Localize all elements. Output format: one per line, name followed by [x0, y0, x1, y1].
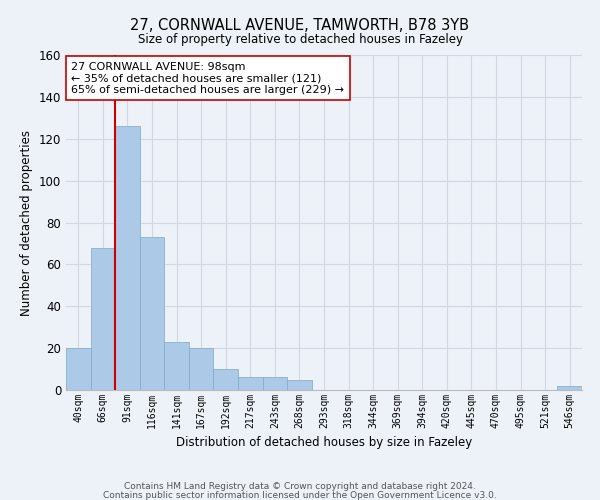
Bar: [189, 348, 214, 390]
Bar: [263, 378, 287, 390]
Bar: [91, 248, 115, 390]
X-axis label: Distribution of detached houses by size in Fazeley: Distribution of detached houses by size …: [176, 436, 472, 450]
Text: Contains HM Land Registry data © Crown copyright and database right 2024.: Contains HM Land Registry data © Crown c…: [124, 482, 476, 491]
Text: 27, CORNWALL AVENUE, TAMWORTH, B78 3YB: 27, CORNWALL AVENUE, TAMWORTH, B78 3YB: [131, 18, 470, 32]
Bar: [238, 378, 263, 390]
Bar: [557, 386, 582, 390]
Text: Size of property relative to detached houses in Fazeley: Size of property relative to detached ho…: [137, 32, 463, 46]
Text: 27 CORNWALL AVENUE: 98sqm
← 35% of detached houses are smaller (121)
65% of semi: 27 CORNWALL AVENUE: 98sqm ← 35% of detac…: [71, 62, 344, 95]
Bar: [66, 348, 91, 390]
Y-axis label: Number of detached properties: Number of detached properties: [20, 130, 33, 316]
Text: Contains public sector information licensed under the Open Government Licence v3: Contains public sector information licen…: [103, 490, 497, 500]
Bar: [115, 126, 140, 390]
Bar: [287, 380, 312, 390]
Bar: [214, 369, 238, 390]
Bar: [140, 237, 164, 390]
Bar: [164, 342, 189, 390]
